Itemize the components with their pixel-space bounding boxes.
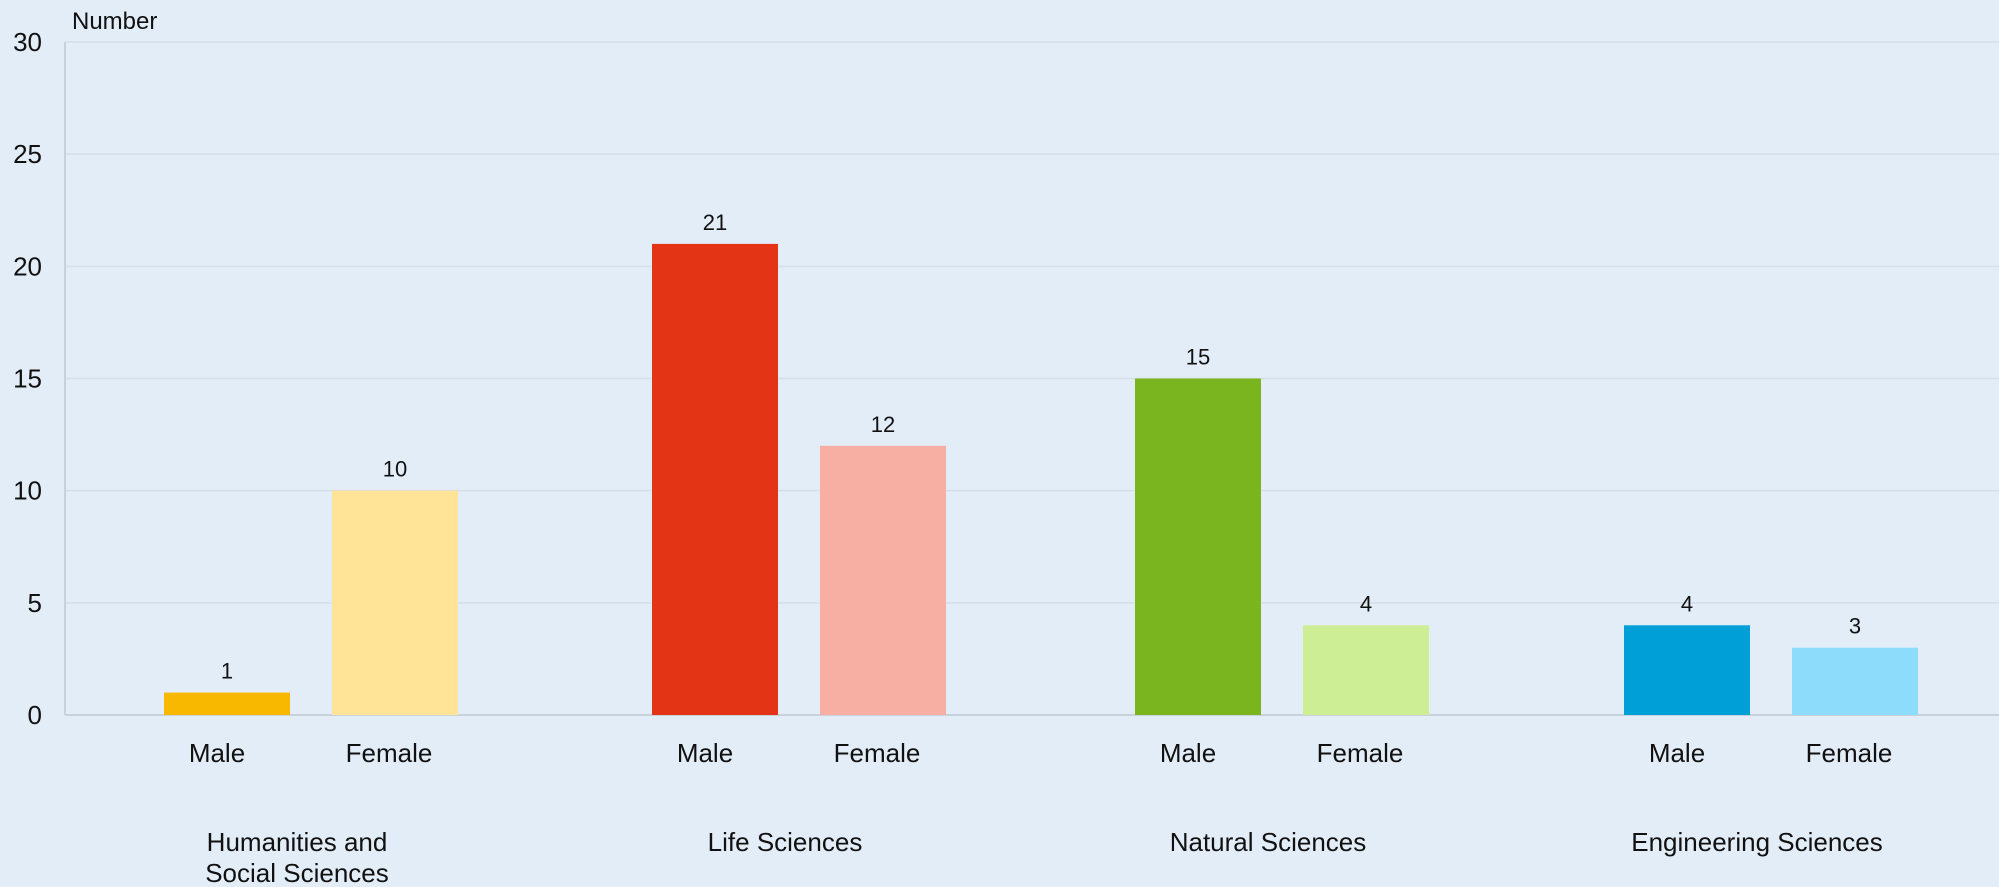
y-tick-label: 20 — [13, 251, 42, 281]
bar — [1792, 647, 1918, 715]
bar — [332, 490, 458, 715]
y-tick-label: 0 — [28, 700, 42, 730]
x-tick-label: Female — [1317, 738, 1404, 768]
data-label: 10 — [383, 457, 407, 482]
x-tick-label: Male — [189, 738, 245, 768]
data-label: 21 — [703, 210, 727, 235]
y-tick-label: 25 — [13, 139, 42, 169]
data-label: 12 — [871, 412, 895, 437]
bars — [164, 243, 1918, 715]
x-tick-label: Female — [834, 738, 921, 768]
y-tick-label: 5 — [28, 588, 42, 618]
x-tick-label: Male — [1649, 738, 1705, 768]
bar — [652, 243, 778, 715]
data-label: 15 — [1186, 345, 1210, 370]
group-label: Natural Sciences — [1170, 827, 1367, 857]
x-tick-label: Female — [346, 738, 433, 768]
data-label: 3 — [1849, 614, 1861, 639]
x-tick-label: Male — [1160, 738, 1216, 768]
bar — [1135, 378, 1261, 715]
y-axis-label: Number — [72, 8, 157, 35]
labels: 0 5 10 15 20 25 30 1 Male 10 Female Humanities and S… — [13, 27, 1892, 887]
y-tick-label: 10 — [13, 476, 42, 506]
bar — [1624, 625, 1750, 715]
group-label: Engineering Sciences — [1631, 827, 1883, 857]
bar — [1303, 625, 1429, 715]
bar — [164, 692, 290, 715]
x-tick-label: Male — [677, 738, 733, 768]
y-tick-label: 30 — [13, 27, 42, 57]
x-tick-label: Female — [1806, 738, 1893, 768]
data-label: 4 — [1360, 591, 1372, 616]
data-label: 4 — [1681, 591, 1693, 616]
group-label: Humanities and Social Sciences — [205, 827, 389, 887]
group-label: Life Sciences — [708, 827, 863, 857]
bar — [820, 445, 946, 715]
y-tick-label: 15 — [13, 364, 42, 394]
data-label: 1 — [221, 659, 233, 684]
